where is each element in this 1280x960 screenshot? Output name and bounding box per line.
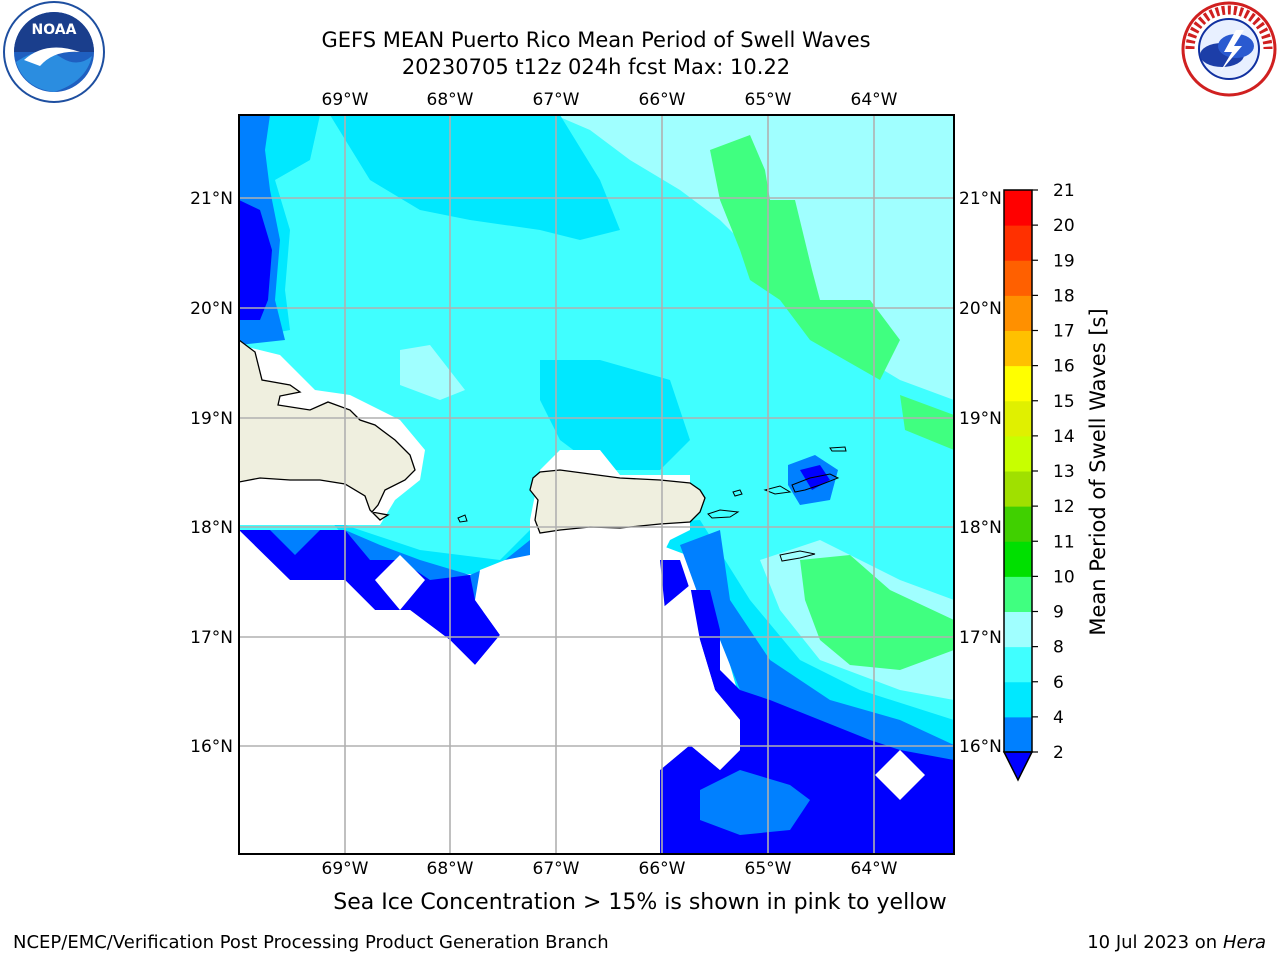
no-data-hole-1 <box>375 555 425 610</box>
colorbar-tick-label: 14 <box>1053 427 1075 447</box>
lon-labels-top: 69°W 68°W 67°W 66°W 65°W 64°W <box>322 90 898 110</box>
colorbar-tick-label: 4 <box>1053 708 1064 728</box>
lon-labels-bottom: 69°W 68°W 67°W 66°W 65°W 64°W <box>322 859 898 879</box>
colorbar-tick-label: 9 <box>1053 603 1064 623</box>
map-subtitle: 20230705 t12z 024h fcst Max: 10.22 <box>401 55 791 79</box>
footer-producer: NCEP/EMC/Verification Post Processing Pr… <box>13 932 609 953</box>
lon-label-bottom: 66°W <box>639 859 686 879</box>
nws-logo <box>1181 1 1277 97</box>
land-culebra <box>732 489 743 497</box>
contour-4-6-center <box>330 115 620 240</box>
lon-label-bottom: 69°W <box>322 859 369 879</box>
colorbar-tick-label: 20 <box>1053 216 1075 236</box>
footer-date: 10 Jul 2023 on Hera <box>1087 932 1266 953</box>
map-area <box>239 115 954 854</box>
colorbar-segment <box>1004 541 1032 577</box>
colorbar-segment <box>1004 330 1032 367</box>
colorbar-tick-label: 12 <box>1053 497 1075 517</box>
contour-4-6-center-b <box>540 360 690 470</box>
land-anegada <box>829 446 847 452</box>
no-data-hole-2 <box>875 750 925 800</box>
lon-label-bottom: 67°W <box>533 859 580 879</box>
lat-label-left: 21°N <box>190 189 233 209</box>
colorbar-segment <box>1004 435 1032 472</box>
no-data-south-pr <box>239 450 740 854</box>
lat-labels-left: 21°N 20°N 19°N 18°N 17°N 16°N <box>190 189 233 757</box>
colorbar-segment <box>1004 611 1032 648</box>
colorbar-tick-label: 18 <box>1053 286 1075 306</box>
colorbar-segment <box>1004 681 1032 718</box>
land-st-croix <box>779 550 816 562</box>
land-mona <box>457 514 468 523</box>
contour-lt2-west <box>239 200 272 320</box>
colorbar-tick-label: 6 <box>1053 673 1064 693</box>
colorbar-segment <box>1004 400 1032 437</box>
colorbar-tick-label: 15 <box>1053 392 1075 412</box>
noaa-logo-text: NOAA <box>32 22 77 38</box>
lon-label-bottom: 65°W <box>745 859 792 879</box>
colorbar-segment <box>1004 295 1032 331</box>
lat-label-left: 18°N <box>190 518 233 538</box>
map-title: GEFS MEAN Puerto Rico Mean Period of Swe… <box>321 28 871 52</box>
lat-label-left: 17°N <box>190 628 233 648</box>
footer-host: Hera <box>1222 932 1266 953</box>
lon-label-bottom: 64°W <box>851 859 898 879</box>
colorbar-segment <box>1004 190 1032 226</box>
colorbar-tick-label: 10 <box>1053 567 1075 587</box>
colorbar-tick-label: 8 <box>1053 638 1064 658</box>
colorbar-tick-label: 21 <box>1053 181 1075 201</box>
lon-label-top: 64°W <box>851 90 898 110</box>
lon-label-top: 68°W <box>427 90 474 110</box>
lon-label-top: 69°W <box>322 90 369 110</box>
lon-label-top: 66°W <box>639 90 686 110</box>
colorbar-segment <box>1004 506 1032 542</box>
noaa-logo: NOAA <box>3 1 105 103</box>
map-frame <box>238 114 955 855</box>
colorbar-tick-label: 17 <box>1053 322 1075 342</box>
land-hispaniola <box>239 339 416 521</box>
colorbar-tick-label: 13 <box>1053 462 1075 482</box>
lat-label-right: 16°N <box>959 737 1002 757</box>
contour-9-10-b <box>800 555 954 670</box>
colorbar-segment <box>1004 225 1032 261</box>
lat-label-right: 21°N <box>959 189 1002 209</box>
lat-label-right: 20°N <box>959 299 1002 319</box>
footer-date-text: 10 Jul 2023 on <box>1087 932 1223 953</box>
graticule <box>239 115 954 854</box>
land-virgin-islands <box>763 473 840 495</box>
colorbar-segment <box>1004 471 1032 507</box>
contour-2-4-southeast <box>680 530 954 800</box>
lat-label-right: 18°N <box>959 518 1002 538</box>
lat-label-right: 17°N <box>959 628 1002 648</box>
land-vieques <box>707 509 740 519</box>
colorbar-tick-label: 16 <box>1053 357 1075 377</box>
colorbar: 2 4 6 8 9 10 11 12 13 14 15 16 17 18 19 20 21 <box>1002 181 1075 782</box>
colorbar-segment <box>1004 576 1032 612</box>
contour-8-9-c <box>400 345 465 400</box>
lat-label-left: 16°N <box>190 737 233 757</box>
contour-2-4-south-patch <box>700 770 810 835</box>
colorbar-tick-label: 2 <box>1053 743 1064 763</box>
contour-9-10-c <box>900 395 954 450</box>
sea-ice-caption: Sea Ice Concentration > 15% is shown in … <box>333 890 947 915</box>
lat-label-left: 20°N <box>190 299 233 319</box>
colorbar-segment <box>1004 646 1032 683</box>
colorbar-segment <box>1004 260 1032 296</box>
lat-label-right: 19°N <box>959 409 1002 429</box>
lat-labels-right: 21°N 20°N 19°N 18°N 17°N 16°N <box>959 189 1002 757</box>
lon-label-top: 67°W <box>533 90 580 110</box>
colorbar-tick-label: 19 <box>1053 251 1075 271</box>
contour-lt2-southwest <box>239 530 500 665</box>
colorbar-tick-label: 11 <box>1053 532 1075 552</box>
colorbar-segment <box>1004 716 1032 753</box>
lon-label-top: 65°W <box>745 90 792 110</box>
lat-label-left: 19°N <box>190 409 233 429</box>
colorbar-extend-triangle <box>1002 751 1034 782</box>
lon-label-bottom: 68°W <box>427 859 474 879</box>
colorbar-label: Mean Period of Swell Waves [s] <box>1086 308 1110 635</box>
contour-9-10 <box>710 135 900 380</box>
colorbar-segment <box>1004 365 1032 402</box>
